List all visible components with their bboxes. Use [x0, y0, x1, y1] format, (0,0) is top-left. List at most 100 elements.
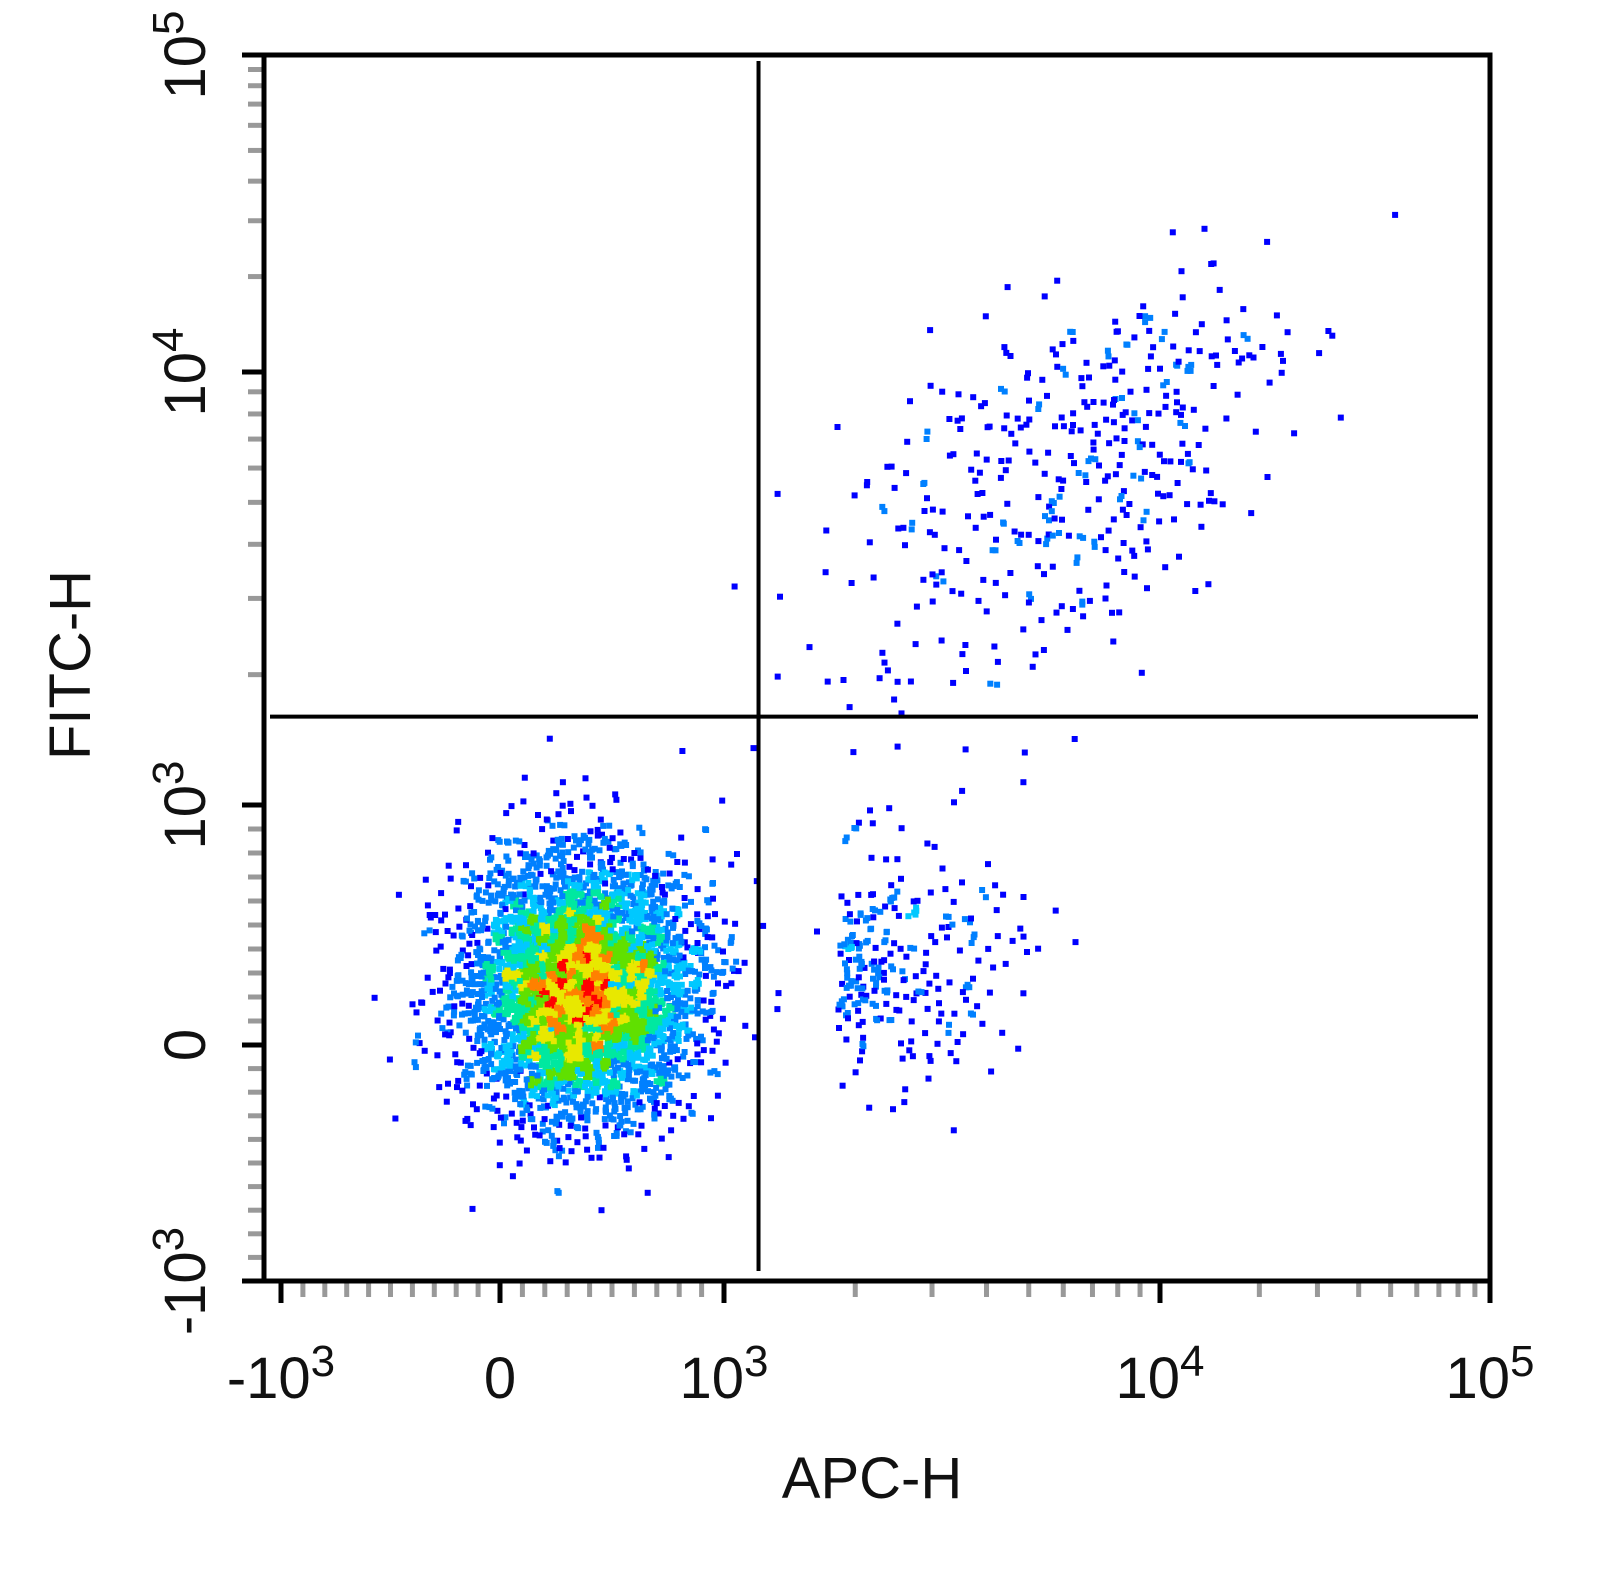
- event-dot: [687, 995, 694, 1002]
- event-dot: [446, 966, 453, 973]
- event-dot: [471, 875, 478, 882]
- event-dot: [503, 810, 510, 817]
- event-dot: [641, 926, 648, 933]
- event-dot: [653, 1017, 660, 1024]
- event-dot: [533, 960, 540, 967]
- event-dot: [572, 974, 579, 981]
- event-dot: [480, 1058, 487, 1065]
- event-dot: [625, 952, 632, 959]
- event-dot: [580, 1103, 587, 1110]
- event-dot: [614, 907, 621, 913]
- event-dot: [460, 878, 467, 885]
- event-dot: [658, 913, 665, 920]
- event-dot: [644, 987, 650, 994]
- event-dot: [589, 1024, 596, 1031]
- minor-tick-marks: [248, 67, 1478, 1297]
- event-dot: [593, 910, 600, 917]
- event-dot: [517, 1012, 523, 1019]
- event-dot: [675, 995, 681, 1002]
- event-dot: [599, 1079, 606, 1086]
- event-dot: [623, 1017, 630, 1024]
- event-dot: [567, 800, 574, 807]
- event-dot: [544, 1092, 551, 1099]
- event-dot: [541, 953, 548, 960]
- event-dot: [601, 835, 608, 842]
- event-dot: [618, 1074, 625, 1081]
- event-dot: [551, 907, 557, 914]
- event-dot: [644, 1037, 651, 1044]
- event-dot: [498, 1045, 505, 1051]
- event-dot: [513, 1119, 520, 1126]
- event-dot: [606, 1046, 613, 1053]
- event-dot: [553, 1113, 560, 1120]
- event-dot: [672, 916, 679, 922]
- event-dot: [592, 890, 599, 897]
- event-dot: [653, 1084, 660, 1091]
- event-dot: [658, 999, 664, 1006]
- event-dot: [627, 988, 634, 995]
- event-dot: [651, 918, 658, 925]
- event-dot: [509, 1000, 515, 1007]
- event-dot: [545, 885, 552, 891]
- event-dot: [555, 977, 562, 984]
- event-dot: [721, 918, 728, 925]
- event-dot: [575, 1067, 582, 1073]
- event-dot: [634, 1032, 641, 1039]
- event-dot: [499, 902, 506, 909]
- event-dot: [462, 1029, 469, 1036]
- event-dot: [465, 981, 472, 987]
- event-dot: [528, 1070, 535, 1077]
- event-dot: [642, 1070, 649, 1077]
- event-dot: [570, 1098, 576, 1105]
- event-dot: [531, 1086, 538, 1093]
- event-dot: [691, 1007, 698, 1014]
- event-dot: [595, 1050, 601, 1056]
- event-dot: [496, 1006, 503, 1013]
- event-dot: [536, 1026, 543, 1032]
- event-dot: [617, 1113, 624, 1119]
- event-dot: [482, 918, 489, 925]
- event-dot: [630, 1001, 637, 1008]
- event-dot: [539, 826, 546, 833]
- event-dot: [609, 835, 616, 842]
- event-dot: [614, 1057, 621, 1064]
- event-dot: [519, 1054, 525, 1061]
- event-dot: [652, 869, 659, 875]
- event-dot: [654, 896, 661, 903]
- event-dot: [656, 980, 663, 987]
- event-dot: [514, 1134, 521, 1141]
- event-dot: [622, 903, 629, 910]
- event-dot: [559, 849, 566, 856]
- event-dot: [598, 1207, 605, 1214]
- event-dot: [617, 841, 624, 848]
- event-dot: [478, 988, 485, 995]
- event-dot: [629, 980, 636, 987]
- event-dot: [586, 903, 593, 910]
- event-dot: [490, 1124, 497, 1131]
- event-dot: [661, 973, 668, 979]
- event-dot: [694, 918, 701, 924]
- event-dot: [721, 959, 728, 965]
- event-dot: [623, 914, 630, 920]
- event-dot: [487, 870, 494, 877]
- event-dot: [392, 1115, 399, 1122]
- event-dot: [560, 870, 567, 877]
- event-dot: [538, 961, 545, 968]
- event-dot: [556, 954, 563, 961]
- event-dot: [547, 1031, 554, 1038]
- event-dot: [545, 1048, 552, 1055]
- event-dot: [647, 978, 654, 985]
- event-dot: [536, 1062, 543, 1069]
- event-dot: [774, 1006, 781, 1013]
- event-dot: [629, 877, 636, 884]
- event-dot: [556, 1145, 563, 1152]
- event-dot: [626, 879, 632, 886]
- event-dot: [526, 921, 533, 928]
- event-dot: [590, 975, 597, 982]
- event-dot: [468, 969, 475, 976]
- event-dot: [522, 982, 529, 989]
- event-dot: [550, 968, 557, 975]
- event-dot: [560, 1094, 567, 1101]
- event-dot: [478, 973, 485, 980]
- event-dot: [613, 1008, 620, 1015]
